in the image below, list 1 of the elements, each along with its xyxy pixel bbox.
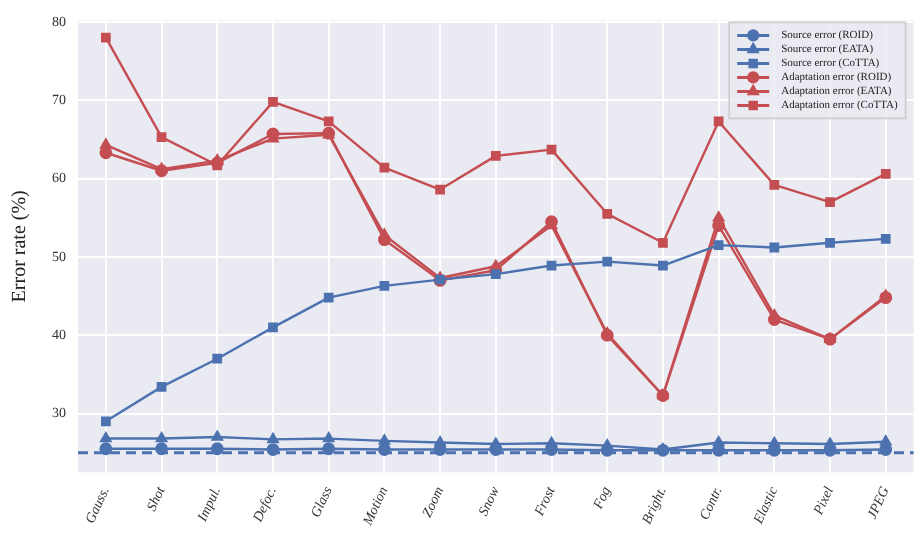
- y-axis-title: Error rate (%): [9, 190, 32, 303]
